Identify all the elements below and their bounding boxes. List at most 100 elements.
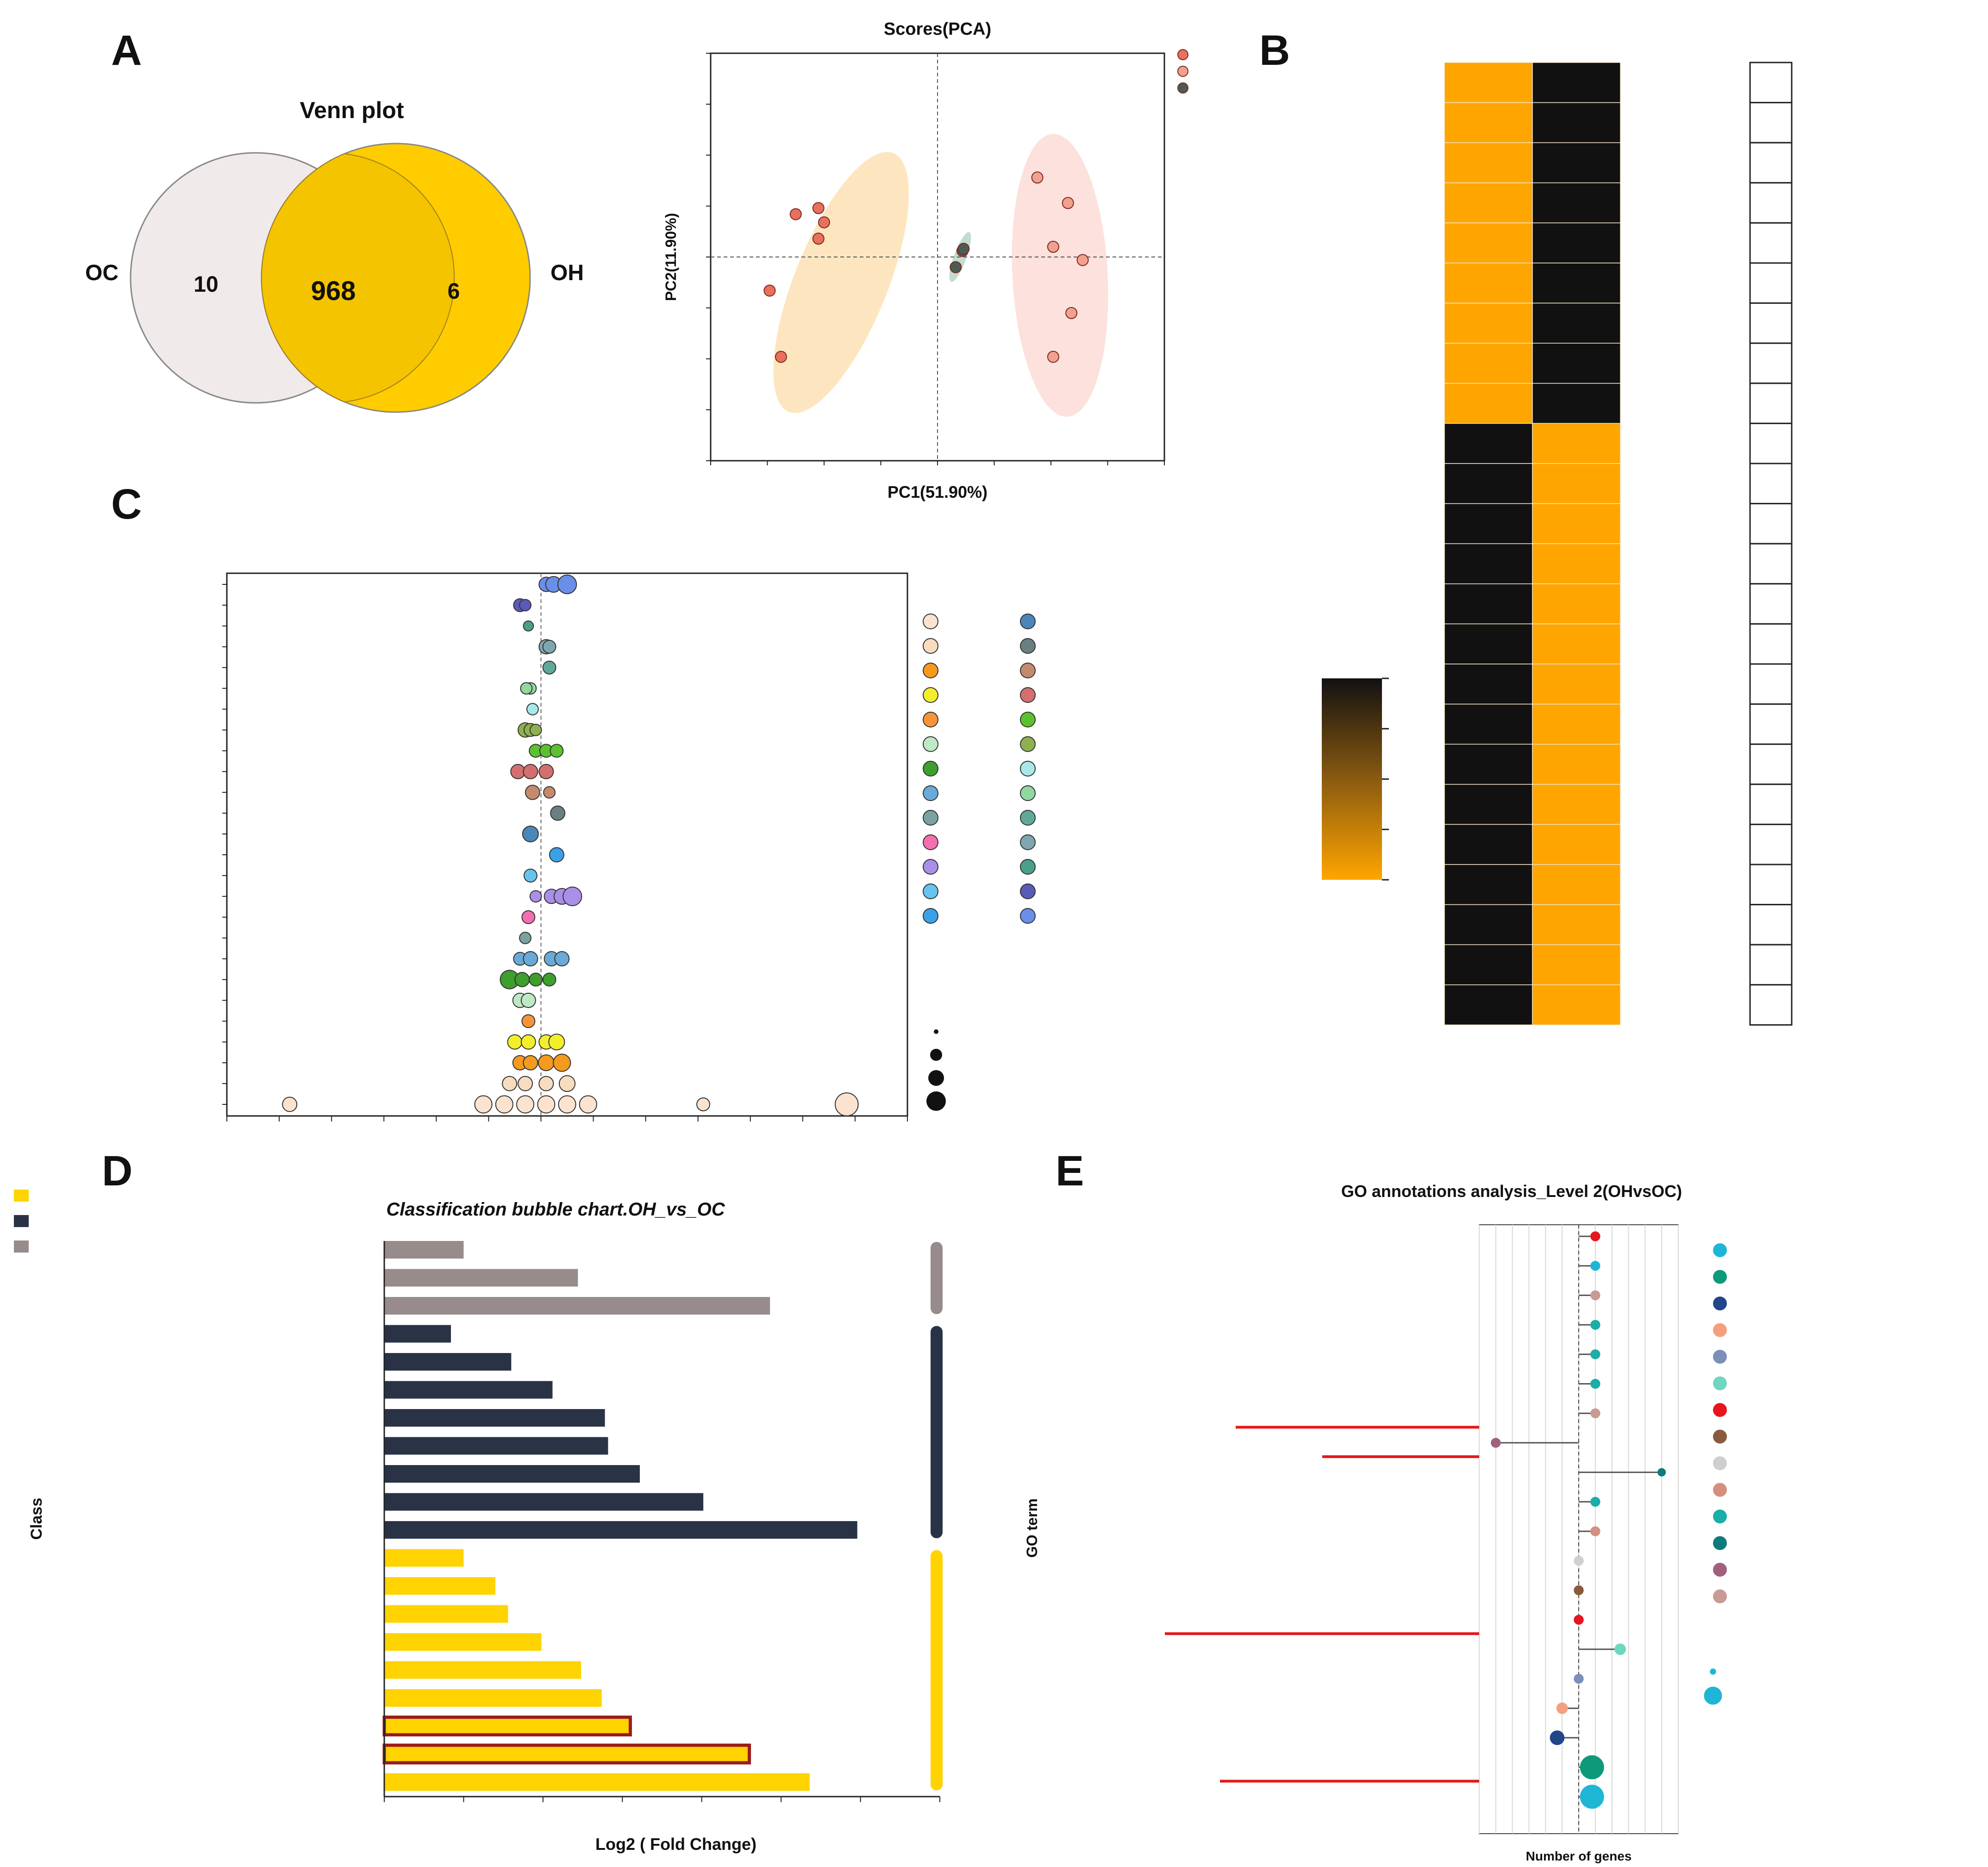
bubble-point [525,784,540,800]
bubble-legend-marker [923,736,938,752]
kegg-point [1491,1438,1501,1448]
go-bar [382,1716,632,1736]
bubble-legend-marker [1020,834,1036,850]
heatmap-cell-oh [1532,102,1621,143]
heatmap-cell-oh [1532,703,1621,745]
go-bar [384,1521,857,1539]
go-bar [382,1743,751,1765]
heatmap-cell-oh [1532,302,1621,344]
heatmap-cell-oc [1444,864,1533,905]
bubble-legend-marker [923,883,938,899]
kegg-point [1574,1556,1584,1566]
kegg-point [1550,1730,1565,1745]
significance-box [1749,302,1793,344]
bubble-point [502,1076,518,1091]
kegg-point [1580,1785,1604,1809]
heatmap-cell-oh [1532,543,1621,584]
bubble-point [523,951,538,967]
go-bar [384,1353,512,1371]
bubble-legend-marker [1020,810,1036,826]
kegg-title: GO annotations analysis_Level 2(OHvsOC) [1341,1182,1682,1201]
bubble-legend-marker [1020,883,1036,899]
pca-point-oh [1047,351,1059,363]
bubble-point [529,724,542,736]
heatmap-cell-oh [1532,583,1621,625]
heatmap-cell-oc [1444,503,1533,544]
pca-point-oh [1062,197,1074,209]
heatmap-cell-oh [1532,423,1621,464]
significance-box [1749,62,1793,104]
go-bar [384,1297,770,1315]
bubble-point [521,1014,536,1028]
bubble-legend-marker [1020,712,1036,727]
bubble-legend-marker [923,908,938,924]
heatmap-cell-oc [1444,302,1533,344]
heatmap-cell-oc [1444,102,1533,143]
bubble-legend-marker [1020,859,1036,875]
heatmap-cell-oh [1532,623,1621,664]
kegg-point [1657,1468,1666,1477]
pca-point-oc [789,208,802,220]
bubble-size-legend-marker [928,1070,944,1086]
pca-point-oc [763,284,776,297]
bubble-legend-marker [923,810,938,826]
bubble-point [520,992,536,1008]
heatmap-cell-oc [1444,383,1533,424]
panel-letter-e: E [1056,1147,1084,1195]
heatmap-cell-oh [1532,744,1621,785]
go-x-axis-label: Log2 ( Fold Change) [595,1835,756,1854]
bubble-point [543,786,556,799]
kegg-point [1590,1378,1600,1389]
go-bar [384,1549,464,1567]
venn-count-only-oc: 10 [194,272,218,297]
kegg-size-legend-marker [1704,1686,1722,1705]
pca-ellipse-oh [1012,134,1108,417]
heatmap-cell-oc [1444,463,1533,504]
heatmap-cell-oc [1444,944,1533,985]
significance-box [1749,182,1793,224]
bubble-point [523,620,534,632]
heatmap-cell-oh [1532,784,1621,825]
bubble-point [550,805,566,821]
kegg-point [1590,1408,1600,1418]
significance-box [1749,663,1793,705]
heatmap-cell-oc [1444,543,1533,584]
pca-legend-marker [1177,66,1188,77]
heatmap-cell-oh [1532,182,1621,224]
bubble-point [537,1095,556,1114]
bubble-point [519,932,531,945]
bubble-size-legend-marker [930,1049,942,1061]
significance-box [1749,623,1793,665]
go-bar [384,1325,451,1343]
go-bar [384,1241,464,1259]
kegg-legend-marker [1713,1589,1727,1604]
bubble-legend-marker [1020,614,1036,629]
heatmap-cell-oh [1532,984,1621,1026]
bubble-point [538,1054,555,1071]
go-bar [384,1661,581,1679]
bubble-point [521,910,536,924]
bubble-point [474,1095,493,1114]
pca-plot: Scores(PCA) PC1(51.90%) PC2(11.90%) [663,19,1188,501]
go-bar [384,1437,608,1455]
venn-label-oh: OH [550,261,584,285]
significance-box [1749,463,1793,505]
kegg-legend-marker [1713,1403,1727,1417]
bubble-point [518,1076,533,1091]
significance-box [1749,783,1793,825]
go-group-bar-biological_process [931,1550,943,1791]
kegg-point [1590,1349,1600,1360]
bubble-point [548,1034,565,1051]
pca-x-axis-label: PC1(51.90%) [888,482,988,501]
venn-overlap [261,153,455,403]
pca-point-oc [775,351,787,363]
venn-label-oc: OC [85,261,119,285]
kegg-point [1590,1497,1600,1507]
bubble-legend-marker [1020,687,1036,703]
significance-box [1749,703,1793,745]
kegg-point [1590,1526,1600,1536]
heatmap-cell-oc [1444,423,1533,464]
bubble-legend-marker [1020,785,1036,801]
significance-box [1749,864,1793,906]
venn-count-only-oh: 6 [448,279,460,304]
